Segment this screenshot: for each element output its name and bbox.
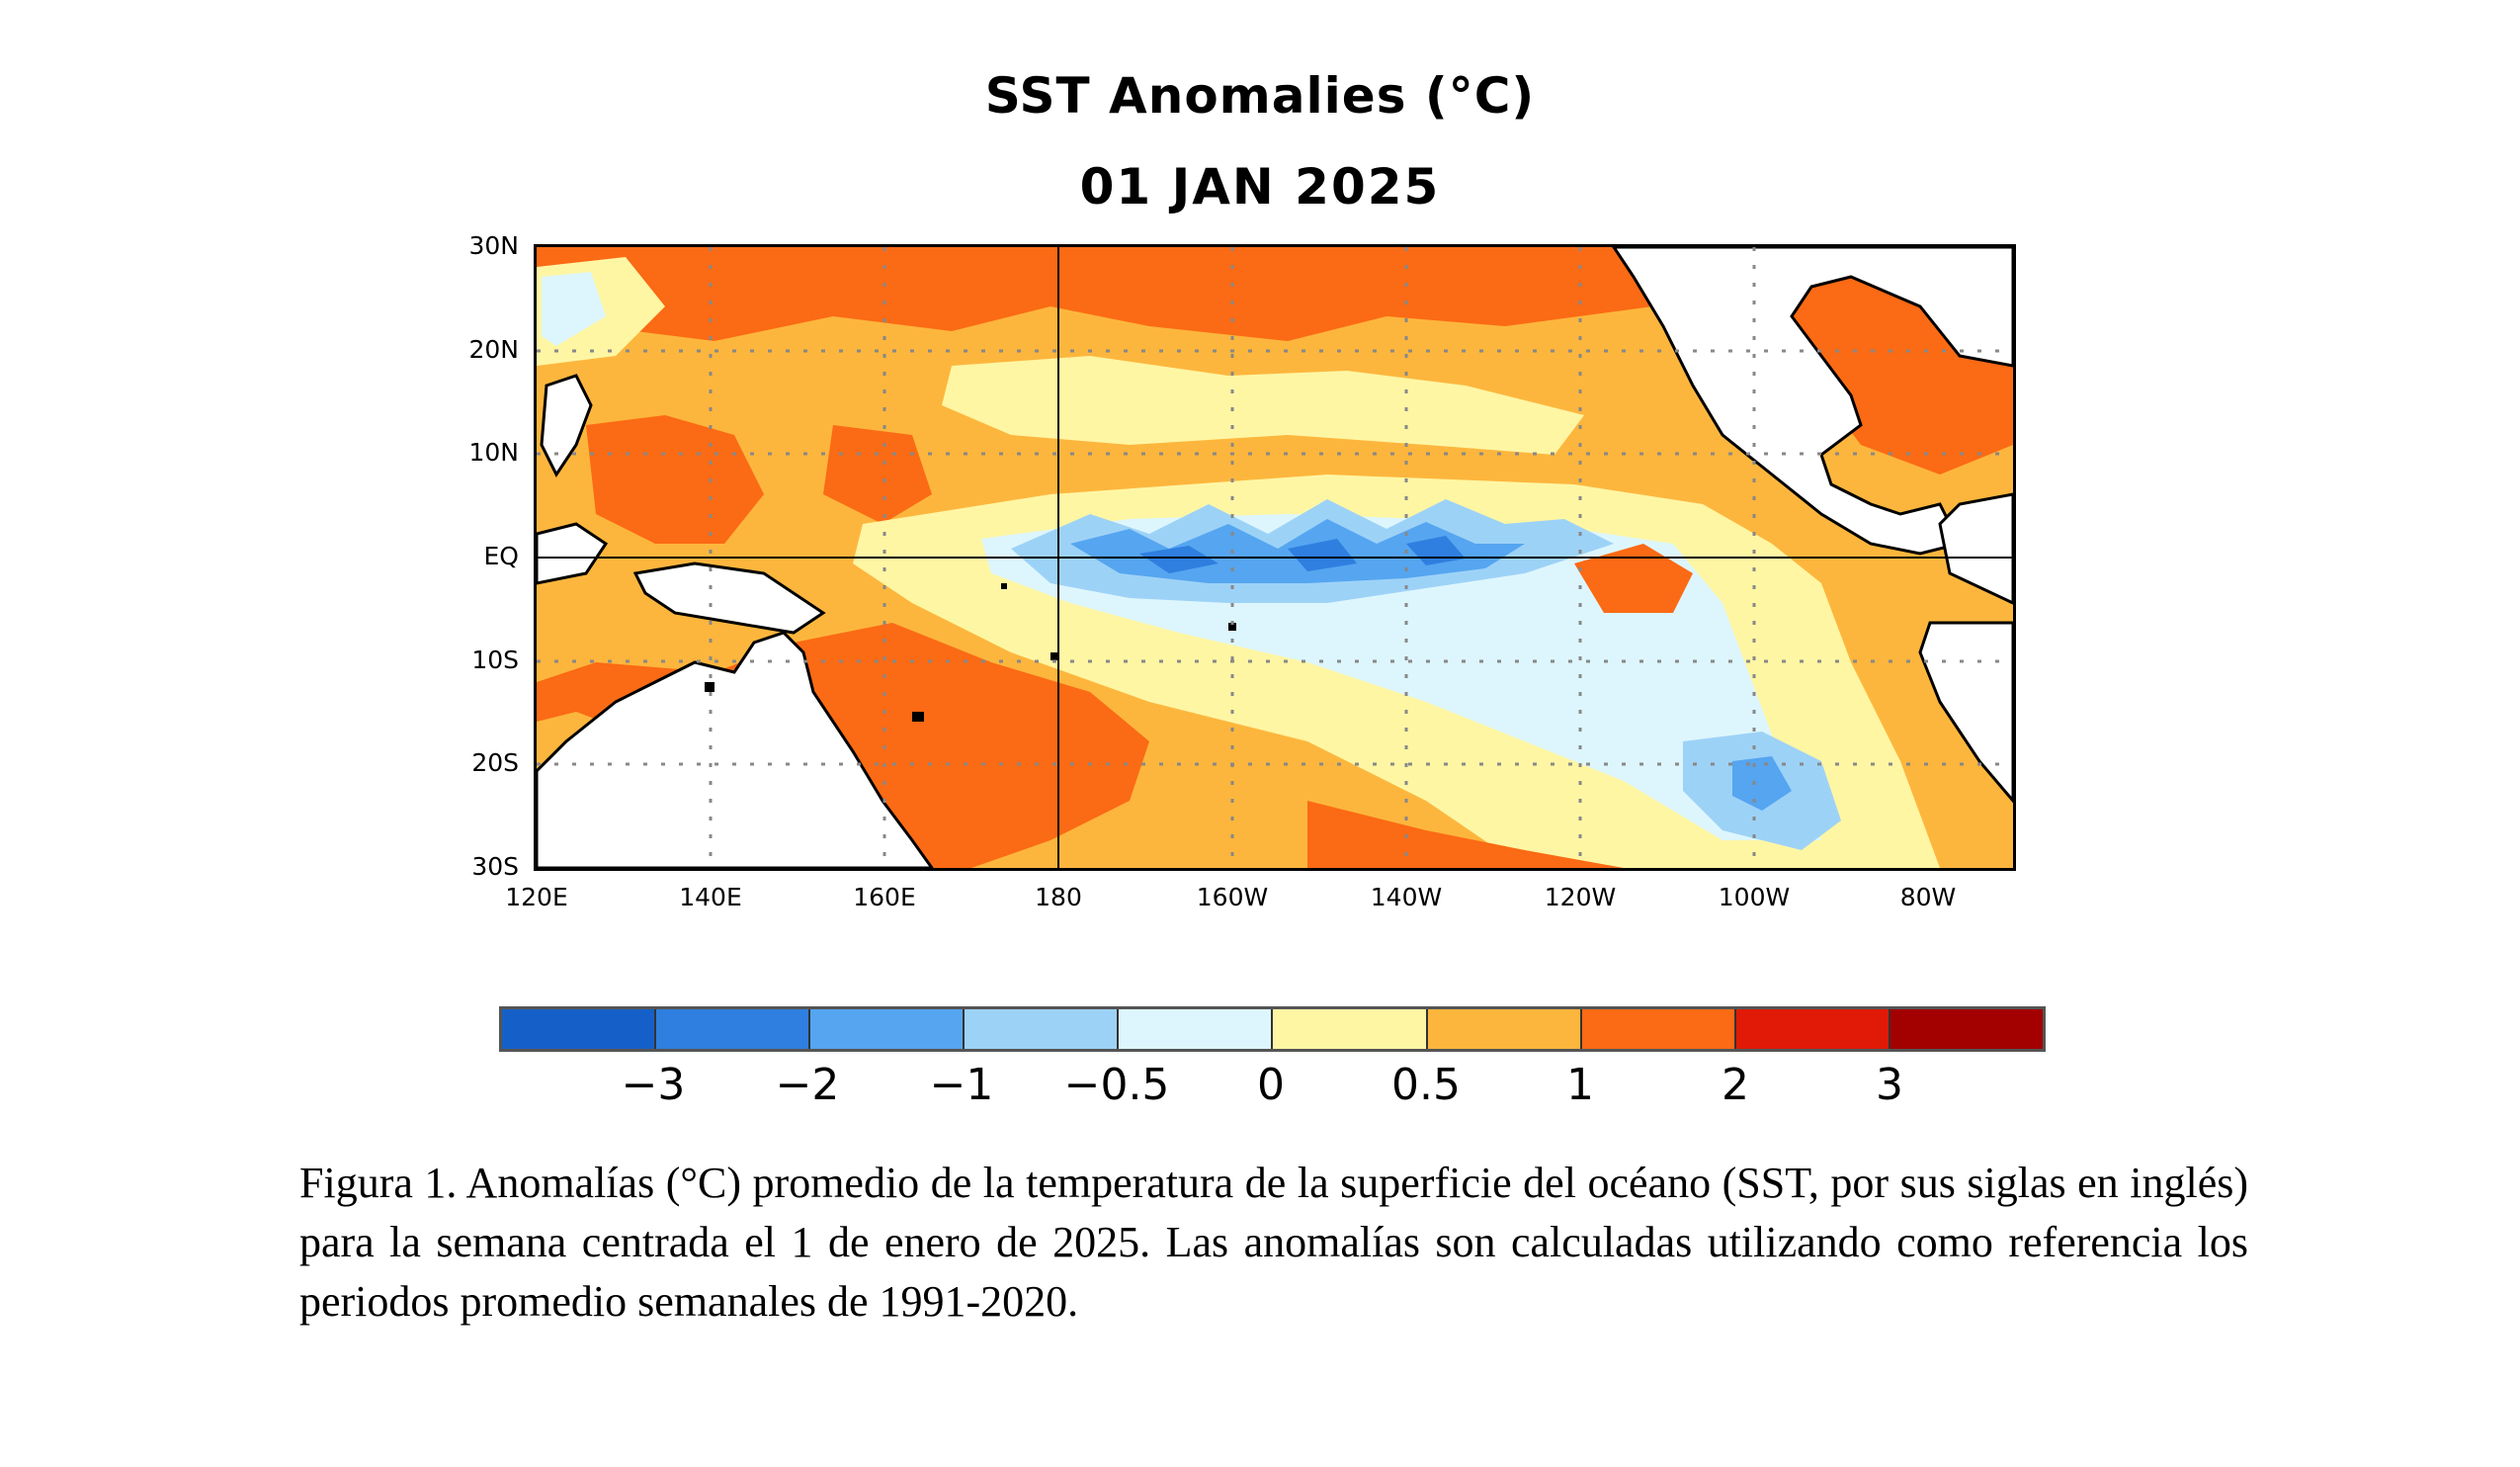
colorbar-swatch bbox=[1890, 1009, 2043, 1049]
lon-label: 120W bbox=[1544, 883, 1617, 911]
lat-label: EQ bbox=[483, 542, 519, 570]
colorbar-swatch bbox=[1273, 1009, 1428, 1049]
colorbar-swatch bbox=[502, 1009, 657, 1049]
colorbar-swatch bbox=[1735, 1009, 1890, 1049]
lon-label: 100W bbox=[1718, 883, 1791, 911]
lon-label: 140E bbox=[679, 883, 742, 911]
lon-label: 160W bbox=[1196, 883, 1269, 911]
colorbar-label: −3 bbox=[621, 1060, 686, 1110]
colorbar-label: −2 bbox=[775, 1060, 840, 1110]
map-date: 01 JAN 2025 bbox=[1079, 158, 1441, 216]
lat-label: 10S bbox=[471, 646, 519, 674]
colorbar-label: 2 bbox=[1722, 1060, 1749, 1110]
land-philippines bbox=[540, 374, 593, 477]
colorbar-label: 3 bbox=[1876, 1060, 1903, 1110]
lon-label: 120E bbox=[505, 883, 568, 911]
colorbar-swatch bbox=[1427, 1009, 1582, 1049]
land-new-guinea bbox=[632, 561, 826, 635]
lon-label: 80W bbox=[1899, 883, 1957, 911]
colorbar-label: −1 bbox=[929, 1060, 994, 1110]
sst-anomaly-map bbox=[534, 244, 2016, 871]
map-gridlines bbox=[537, 247, 2013, 868]
colorbar-label: −0.5 bbox=[1063, 1060, 1170, 1110]
colorbar-label: 1 bbox=[1566, 1060, 1594, 1110]
lat-label: 20S bbox=[471, 748, 519, 777]
lat-label: 30S bbox=[471, 852, 519, 881]
figure-caption: Figura 1. Anomalías (°C) promedio de la … bbox=[299, 1159, 2248, 1326]
anomaly-region-north-warm bbox=[537, 247, 1673, 341]
anomaly-region-nw-cool bbox=[542, 272, 606, 346]
lat-label: 30N bbox=[468, 231, 519, 260]
colorbar-label: 0.5 bbox=[1391, 1060, 1461, 1110]
lon-label: 180 bbox=[1035, 883, 1082, 911]
colorbar-swatch bbox=[1581, 1009, 1736, 1049]
anomaly-region-s-warm bbox=[1307, 801, 1624, 868]
anomaly-region-wp-warm-2 bbox=[823, 425, 932, 524]
lon-label: 160E bbox=[853, 883, 916, 911]
color-scale-bar bbox=[499, 1006, 2046, 1052]
colorbar-label: 0 bbox=[1257, 1060, 1285, 1110]
colorbar-swatch bbox=[1119, 1009, 1274, 1049]
lat-label: 20N bbox=[468, 335, 519, 364]
lat-label: 10N bbox=[468, 438, 519, 467]
land-central-america bbox=[1612, 247, 2013, 556]
anomaly-region-cold-core-2 bbox=[1139, 536, 1466, 573]
colorbar-swatch bbox=[810, 1009, 966, 1049]
land-south-america bbox=[1918, 492, 2013, 804]
colorbar-swatch bbox=[965, 1009, 1120, 1049]
anomaly-region-ep-warm bbox=[1574, 544, 1693, 613]
land-australia bbox=[537, 631, 934, 868]
map-title: SST Anomalies (°C) bbox=[984, 67, 1536, 125]
anomaly-region-n-pale bbox=[942, 356, 1584, 455]
colorbar-swatch bbox=[656, 1009, 811, 1049]
anomaly-region-wp-warm bbox=[586, 415, 764, 544]
lon-label: 140W bbox=[1370, 883, 1443, 911]
anomaly-region-se-cold bbox=[1732, 756, 1792, 811]
